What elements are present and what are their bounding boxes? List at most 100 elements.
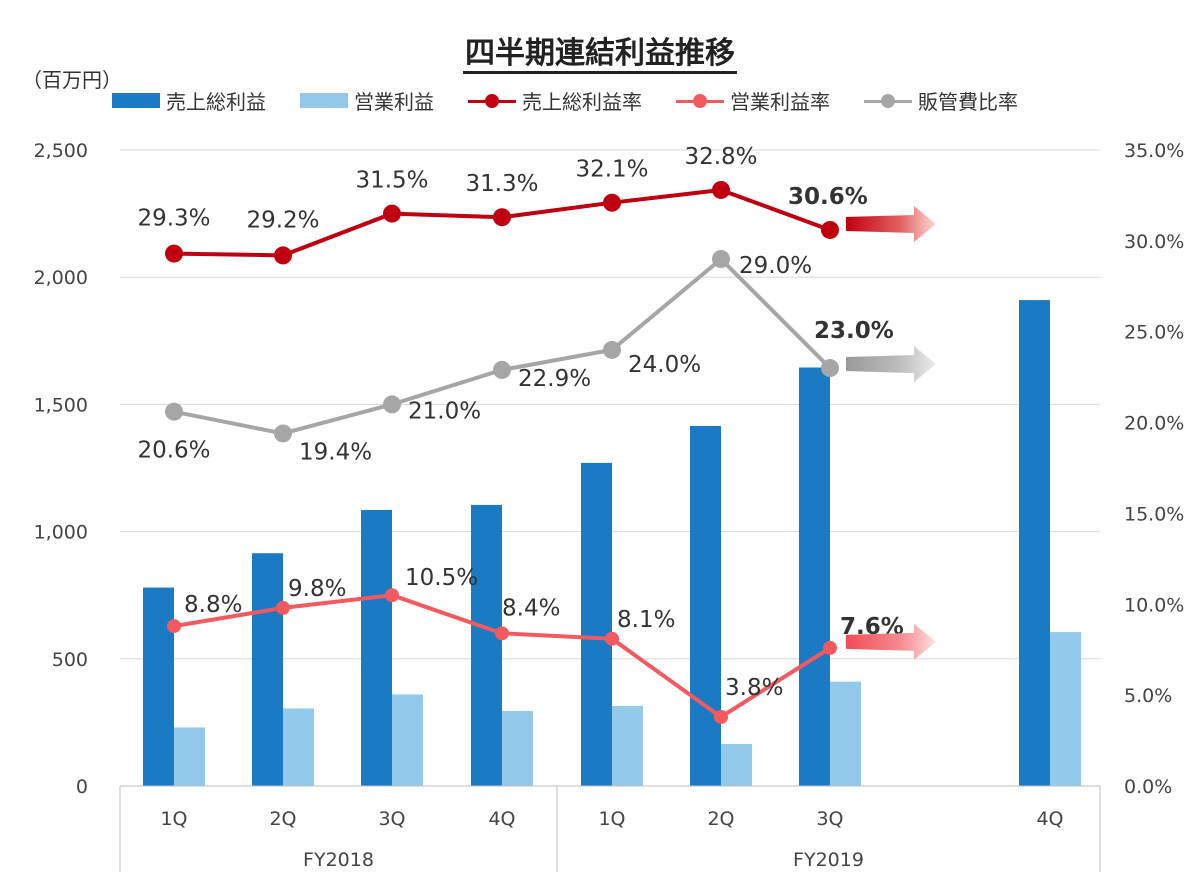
quarter-label: 2Q — [269, 808, 296, 830]
line-gross-margin-marker — [821, 220, 839, 239]
legend-swatch-sga-ratio — [864, 93, 912, 109]
right-tick-label: 35.0% — [1124, 140, 1184, 162]
line-operating-margin-marker — [167, 619, 181, 634]
line-gross-margin-label: 29.2% — [246, 207, 319, 233]
legend-item-operating-profit: 営業利益 — [300, 86, 434, 115]
bar-gross-profit — [361, 509, 392, 786]
lines — [165, 180, 839, 724]
legend-label-sga-ratio: 販管費比率 — [918, 90, 1018, 114]
trend-arrows — [846, 205, 936, 660]
bars — [143, 300, 1081, 786]
legend-label-gross-profit: 売上総利益 — [166, 90, 266, 114]
axes: 0 500 1,000 1,500 2,000 2,500 0.0% 5.0% 10.0% 15.… — [34, 140, 1184, 872]
line-gross-margin-label: 32.1% — [575, 157, 648, 183]
legend-label-operating-margin: 営業利益率 — [730, 90, 830, 114]
left-tick-label: 1,000 — [34, 522, 88, 544]
line-gross-margin-label: 32.8% — [684, 144, 757, 170]
left-tick-label: 2,000 — [34, 267, 88, 289]
bar-operating-profit — [502, 710, 533, 786]
right-tick-label: 15.0% — [1124, 503, 1184, 525]
legend-swatch-gross-profit — [112, 93, 160, 108]
line-gross-margin-marker — [165, 244, 183, 263]
legend-item-sga-ratio: 販管費比率 — [864, 86, 1018, 115]
bar-operating-profit — [830, 681, 861, 786]
line-gross-margin-marker — [603, 193, 621, 212]
bar-operating-profit — [612, 705, 643, 786]
line-sga-ratio-label: 19.4% — [299, 439, 372, 465]
quarter-label: 1Q — [160, 808, 187, 830]
line-sga-ratio-label: 24.0% — [628, 352, 701, 378]
line-sga-ratio-label: 21.0% — [408, 398, 481, 424]
left-tick-label: 1,500 — [34, 394, 88, 416]
bar-gross-profit — [471, 504, 502, 786]
line-operating-margin-label: 3.8% — [725, 675, 783, 701]
line-operating-margin-label: 10.5% — [405, 565, 478, 591]
left-axis-unit: （百万円） — [22, 68, 122, 92]
legend-swatch-operating-profit — [300, 93, 348, 108]
line-sga-ratio-marker — [274, 424, 292, 443]
quarter-label: 2Q — [707, 808, 734, 830]
legend-swatch-gross-margin — [468, 93, 516, 109]
bar-gross-profit — [1019, 300, 1050, 786]
line-gross-margin-marker — [493, 208, 511, 227]
bar-gross-profit — [143, 587, 174, 786]
line-sga-ratio-marker — [165, 402, 183, 421]
line-sga-ratio-marker — [821, 359, 839, 378]
quarter-label: 3Q — [378, 808, 405, 830]
line-operating-margin-label: 8.4% — [502, 595, 560, 621]
right-tick-label: 10.0% — [1124, 594, 1184, 616]
line-gross-margin-label: 29.3% — [137, 206, 210, 232]
quarter-label: 3Q — [816, 808, 843, 830]
right-tick-label: 5.0% — [1124, 685, 1172, 707]
line-operating-margin-label: 8.1% — [617, 607, 675, 633]
line-sga-ratio-marker — [603, 340, 621, 359]
line-operating-margin-marker — [495, 626, 509, 641]
legend-item-gross-profit: 売上総利益 — [112, 86, 266, 115]
line-gross-margin-label: 31.5% — [355, 168, 428, 194]
legend: 売上総利益 営業利益 売上総利益率 営業利益率 販管費比率 — [112, 86, 1018, 115]
quarter-label: 4Q — [1036, 808, 1063, 830]
legend-swatch-operating-margin — [676, 93, 724, 109]
line-sga-ratio-label: 23.0% — [814, 318, 894, 344]
line-operating-margin-marker — [276, 600, 290, 615]
line-sga-ratio-label: 29.0% — [739, 253, 812, 279]
line-sga-ratio-marker — [712, 250, 730, 269]
legend-label-gross-margin: 売上総利益率 — [522, 90, 642, 114]
data-labels: 29.3% 29.2% 31.5% 31.3% 32.1% 32.8% 30.6% 8.8% 9… — [137, 144, 903, 701]
bar-operating-profit — [392, 694, 423, 786]
line-gross-margin-marker — [383, 204, 401, 223]
left-tick-label: 500 — [52, 649, 88, 671]
right-tick-label: 20.0% — [1124, 413, 1184, 435]
line-sga-ratio-marker — [383, 395, 401, 414]
bar-gross-profit — [252, 553, 283, 786]
line-sga-ratio-label: 22.9% — [518, 366, 591, 392]
chart-title: 四半期連結利益推移 — [0, 28, 1200, 74]
bar-operating-profit — [1050, 632, 1081, 786]
bar-operating-profit — [721, 744, 752, 786]
line-gross-margin-marker — [274, 246, 292, 265]
line-operating-margin-marker — [605, 631, 619, 646]
legend-item-gross-margin: 売上総利益率 — [468, 86, 642, 115]
line-operating-margin-marker — [385, 588, 399, 603]
bar-gross-profit — [690, 426, 721, 786]
line-gross-margin-label: 30.6% — [788, 184, 868, 210]
line-sga-ratio-trend-arrow — [846, 346, 936, 383]
line-operating-margin-label: 8.8% — [184, 592, 242, 618]
legend-item-operating-margin: 営業利益率 — [676, 86, 830, 115]
line-gross-margin-marker — [712, 180, 730, 199]
line-sga-ratio-marker — [493, 360, 511, 379]
line-sga-ratio-label: 20.6% — [137, 438, 210, 464]
line-operating-margin-trend-arrow — [846, 623, 936, 660]
line-gross-margin-trend-arrow — [846, 205, 936, 242]
line-sga-ratio — [173, 257, 832, 436]
fiscal-year-label: FY2019 — [793, 849, 864, 871]
right-tick-label: 0.0% — [1124, 776, 1172, 798]
bar-operating-profit — [174, 727, 205, 786]
bar-operating-profit — [283, 708, 314, 786]
right-tick-label: 30.0% — [1124, 231, 1184, 253]
line-operating-margin-marker — [714, 709, 728, 724]
right-tick-label: 25.0% — [1124, 322, 1184, 344]
line-operating-margin-label: 9.8% — [288, 576, 346, 602]
bar-gross-profit — [799, 367, 830, 786]
